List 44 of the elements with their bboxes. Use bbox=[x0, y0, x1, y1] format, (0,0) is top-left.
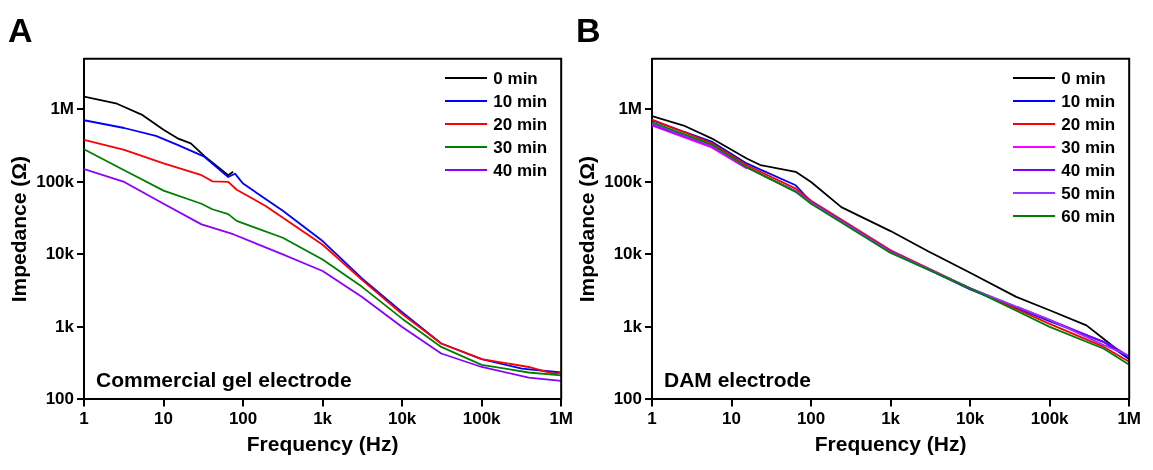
legend-label: 60 min bbox=[1061, 205, 1116, 228]
legend-label: 10 min bbox=[493, 90, 548, 113]
y-tick-label: 100k bbox=[604, 171, 643, 191]
y-axis-title: Impedance (Ω) bbox=[7, 155, 31, 303]
y-tick-label: 100 bbox=[613, 389, 643, 409]
x-tick-label: 100k bbox=[1030, 409, 1070, 429]
x-tick-label: 10 bbox=[722, 409, 742, 429]
legend-label: 30 min bbox=[1061, 136, 1116, 159]
x-axis-title: Frequency (Hz) bbox=[246, 432, 399, 456]
legend-label: 50 min bbox=[1061, 182, 1116, 205]
x-tick-label: 1M bbox=[1117, 409, 1141, 429]
x-tick-label: 1M bbox=[549, 409, 573, 429]
chart-title: B bbox=[576, 10, 601, 49]
legend-label: 20 min bbox=[493, 113, 548, 136]
legend-label: 20 min bbox=[1061, 113, 1116, 136]
y-tick-label: 100 bbox=[45, 389, 75, 409]
x-tick-label: 100k bbox=[462, 409, 502, 429]
x-tick-label: 10k bbox=[955, 409, 985, 429]
legend-label: 40 min bbox=[493, 159, 548, 182]
x-axis-title: Frequency (Hz) bbox=[814, 432, 967, 456]
x-tick-label: 10 bbox=[154, 409, 174, 429]
y-tick-label: 1M bbox=[618, 99, 643, 119]
legend-label: 10 min bbox=[1061, 90, 1116, 113]
legend-label: 30 min bbox=[493, 136, 548, 159]
x-tick-label: 10k bbox=[387, 409, 417, 429]
annotation: Commercial gel electrode bbox=[96, 367, 352, 391]
y-tick-label: 10k bbox=[613, 244, 643, 264]
annotation: DAM electrode bbox=[664, 367, 812, 391]
legend-label: 40 min bbox=[1061, 159, 1116, 182]
legend-label: 0 min bbox=[1061, 67, 1106, 90]
y-tick-label: 100k bbox=[36, 171, 75, 191]
x-tick-label: 1 bbox=[79, 409, 89, 429]
y-tick-label: 1k bbox=[55, 316, 75, 336]
x-tick-label: 1k bbox=[881, 409, 901, 429]
x-tick-label: 1 bbox=[647, 409, 657, 429]
legend-label: 0 min bbox=[493, 67, 538, 90]
y-tick-label: 1M bbox=[50, 99, 75, 119]
y-tick-label: 10k bbox=[45, 244, 75, 264]
chart-title: A bbox=[8, 10, 33, 49]
x-tick-label: 1k bbox=[313, 409, 333, 429]
y-tick-label: 1k bbox=[623, 316, 643, 336]
y-axis-title: Impedance (Ω) bbox=[575, 155, 599, 303]
x-tick-label: 100 bbox=[228, 409, 258, 429]
x-tick-label: 100 bbox=[796, 409, 826, 429]
